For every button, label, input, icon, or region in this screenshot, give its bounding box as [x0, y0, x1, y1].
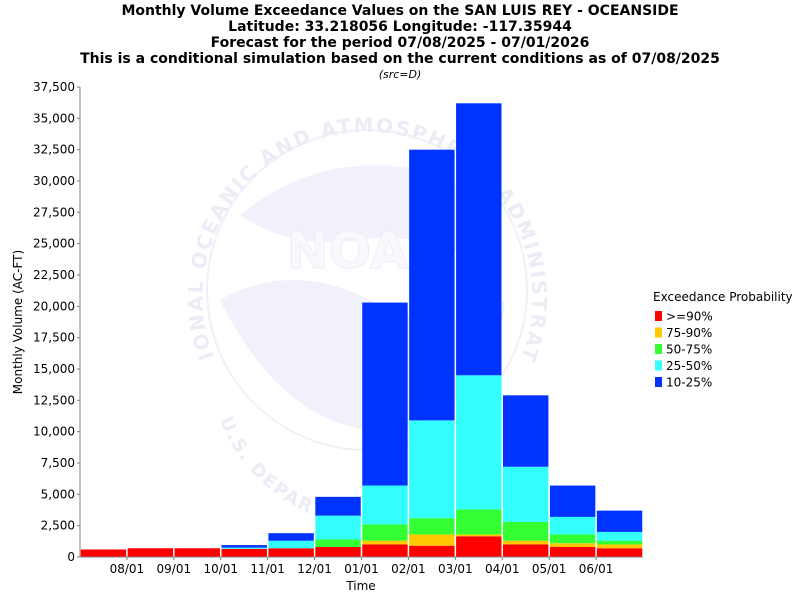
bar-segment-01-2026-s0	[362, 544, 408, 557]
bar-segment-11-2025-s4	[268, 533, 314, 541]
bar-segment-04-2026-s0	[503, 544, 549, 557]
bar-segment-05-2026-s3	[549, 516, 596, 535]
bar-segment-03-2026-s4	[456, 103, 502, 376]
bar-segment-12-2025-s3	[315, 515, 361, 540]
bar-segment-12-2025-s0	[315, 546, 361, 557]
bar-segment-05-2026-s4	[549, 485, 596, 517]
bar-segment-02-2026-s0	[409, 545, 455, 557]
legend-item-label: 50-75%	[666, 343, 712, 357]
bar-segment-10-2025-s4	[221, 545, 267, 548]
bar-segment-03-2026-s0	[456, 536, 502, 557]
y-tick-label: 30,000	[33, 174, 75, 188]
y-tick-label: 2,500	[41, 519, 75, 533]
legend-swatch	[655, 327, 662, 338]
legend: Exceedance Probability >=90% 75-90% 50-75%…	[653, 290, 793, 390]
x-tick-label: 05/01	[532, 562, 567, 576]
chart-title-line-1: Monthly Volume Exceedance Values on the …	[121, 3, 678, 19]
bar-segment-11-2025-s0	[268, 548, 314, 557]
bar-segment-04-2026-s2	[503, 521, 549, 541]
bar-segment-02-2026-s1	[409, 534, 455, 546]
bar-segment-01-2026-s4	[362, 302, 408, 486]
legend-swatch	[655, 344, 662, 354]
bar-segment-12-2025-s2	[315, 539, 361, 547]
x-tick-label: 11/01	[250, 562, 285, 576]
bar-segment-06-2026-s0	[596, 548, 643, 557]
bar-segment-08-2025-s0	[127, 548, 174, 557]
bar-segment-09-2025-s0	[174, 548, 220, 557]
legend-swatch	[655, 360, 662, 371]
bar-segment-06-2026-s2	[596, 540, 643, 545]
y-tick-label: 15,000	[33, 362, 75, 376]
bar-segment-01-2026-s3	[362, 485, 408, 525]
bar-segment-05-2026-s2	[549, 534, 596, 544]
y-tick-label: 12,500	[33, 393, 75, 407]
bar-segment-06-2026-s4	[596, 510, 643, 532]
y-tick-label: 37,500	[33, 80, 75, 94]
x-tick-label: 01/01	[344, 562, 379, 576]
bar-segment-01-2026-s1	[362, 540, 408, 545]
bar-segment-04-2026-s1	[503, 540, 549, 545]
bar-segment-10-2025-s0	[221, 548, 267, 557]
y-tick-label: 32,500	[33, 143, 75, 157]
y-tick-label: 35,000	[33, 111, 75, 125]
bar-segment-10-2025-s3	[221, 547, 267, 549]
bar-segment-12-2025-s4	[315, 496, 361, 516]
x-tick-label: 09/01	[157, 562, 192, 576]
chart-title-line-2: Latitude: 33.218056 Longitude: -117.3594…	[228, 19, 572, 35]
legend-swatch	[655, 377, 662, 387]
axes-layer: 0 2,500 5,000 7,500 10,000 12,500 15,000 17,500…	[33, 80, 643, 576]
bar-segment-04-2026-s4	[503, 395, 549, 467]
legend-item-label: 25-50%	[666, 359, 712, 373]
y-tick-label: 7,500	[41, 456, 75, 470]
x-tick-label: 10/01	[203, 562, 238, 576]
bar-segment-03-2026-s3	[456, 375, 502, 510]
chart-title-line-4: This is a conditional simulation based o…	[80, 51, 720, 67]
bars-layer	[80, 103, 643, 557]
bar-segment-02-2026-s4	[409, 149, 455, 421]
y-tick-label: 25,000	[33, 237, 75, 251]
y-tick-label: 20,000	[33, 299, 75, 313]
bar-segment-04-2026-s3	[503, 466, 549, 522]
bar-segment-06-2026-s3	[596, 531, 643, 541]
chart-subtitle: (src=D)	[379, 68, 422, 81]
y-axis-label: Monthly Volume (AC-FT)	[11, 250, 25, 394]
bar-segment-03-2026-s2	[456, 509, 502, 535]
x-tick-label: 04/01	[485, 562, 520, 576]
x-tick-label: 12/01	[297, 562, 332, 576]
legend-title: Exceedance Probability	[653, 290, 793, 304]
x-tick-label: 02/01	[391, 562, 426, 576]
y-tick-label: 0	[67, 550, 75, 564]
bar-segment-02-2026-s3	[409, 420, 455, 519]
y-tick-label: 17,500	[33, 331, 75, 345]
y-tick-label: 27,500	[33, 205, 75, 219]
x-tick-label: 06/01	[579, 562, 614, 576]
bar-segment-07-2025-s0	[80, 549, 127, 557]
bar-segment-03-2026-s1	[456, 534, 502, 537]
x-tick-label: 08/01	[110, 562, 145, 576]
legend-swatch	[655, 311, 662, 321]
x-tick-label: 03/01	[438, 562, 473, 576]
bar-segment-11-2025-s3	[268, 540, 314, 549]
legend-item-label: >=90%	[666, 310, 713, 324]
x-axis-label: Time	[345, 579, 375, 593]
chart-title-line-3: Forecast for the period 07/08/2025 - 07/…	[211, 35, 590, 51]
legend-item-label: 75-90%	[666, 326, 712, 340]
bar-segment-02-2026-s2	[409, 518, 455, 535]
bar-segment-05-2026-s1	[549, 543, 596, 547]
bar-segment-01-2026-s2	[362, 524, 408, 541]
y-tick-label: 22,500	[33, 268, 75, 282]
legend-item-label: 10-25%	[666, 376, 712, 390]
bar-segment-05-2026-s0	[549, 546, 596, 557]
y-tick-label: 10,000	[33, 425, 75, 439]
y-tick-label: 5,000	[41, 487, 75, 501]
bar-segment-06-2026-s1	[596, 544, 643, 549]
